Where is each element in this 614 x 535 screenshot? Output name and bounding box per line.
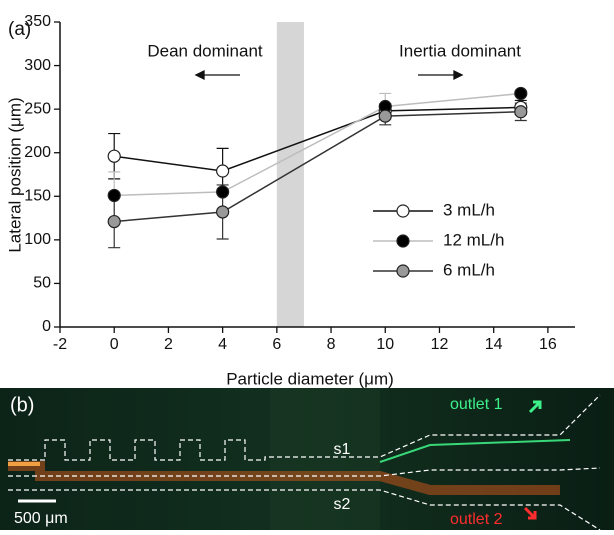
y-tick-label: 0	[42, 318, 51, 335]
x-tick-label: 10	[376, 336, 394, 353]
regime-band	[277, 22, 304, 327]
legend-label: 12 mL/h	[443, 230, 504, 249]
series-line	[114, 107, 521, 171]
x-tick-label: 14	[485, 336, 503, 353]
legend-label: 6 mL/h	[443, 260, 495, 279]
y-tick-label: 200	[24, 144, 51, 161]
outlet-label: outlet 1	[450, 396, 503, 413]
legend-label: 3 mL/h	[443, 200, 495, 219]
data-point	[379, 110, 391, 122]
y-tick-label: 150	[24, 188, 51, 205]
legend-marker	[397, 265, 409, 277]
data-point	[108, 150, 120, 162]
region-label: s1	[334, 441, 351, 458]
x-axis-label: Particle diameter (μm)	[226, 369, 394, 388]
data-point	[108, 189, 120, 201]
micrograph: (b) s1 s2 outlet 1 outlet 2 500 μm	[0, 388, 614, 530]
data-point	[515, 106, 527, 118]
x-tick-label: 6	[272, 336, 281, 353]
figure: (a) Particle diameter (μm) Lateral posit…	[0, 0, 614, 530]
annotation: Inertia dominant	[399, 41, 521, 60]
data-point	[515, 87, 527, 99]
y-tick-label: 300	[24, 57, 51, 74]
legend-marker	[397, 235, 409, 247]
y-tick-label: 350	[24, 13, 51, 30]
outlet-label: outlet 2	[450, 511, 503, 528]
region-label: s2	[334, 496, 351, 513]
x-tick-label: 2	[164, 336, 173, 353]
y-tick-label: 250	[24, 100, 51, 117]
y-tick-label: 50	[33, 275, 51, 292]
y-axis-label: Lateral position (μm)	[5, 97, 24, 252]
x-tick-label: 16	[539, 336, 557, 353]
x-tick-label: 8	[327, 336, 336, 353]
y-tick-label: 100	[24, 231, 51, 248]
x-tick-label: 12	[431, 336, 449, 353]
data-point	[108, 216, 120, 228]
x-tick-label: 4	[218, 336, 227, 353]
scale-bar-label: 500 μm	[14, 510, 68, 527]
x-tick-label: -2	[53, 336, 67, 353]
arrows	[196, 71, 462, 79]
data-point	[217, 186, 229, 198]
legend-marker	[397, 205, 409, 217]
panel-label: (b)	[10, 394, 34, 416]
data-point	[217, 165, 229, 177]
x-tick-label: 0	[110, 336, 119, 353]
data-point	[217, 206, 229, 218]
annotation: Dean dominant	[147, 41, 263, 60]
